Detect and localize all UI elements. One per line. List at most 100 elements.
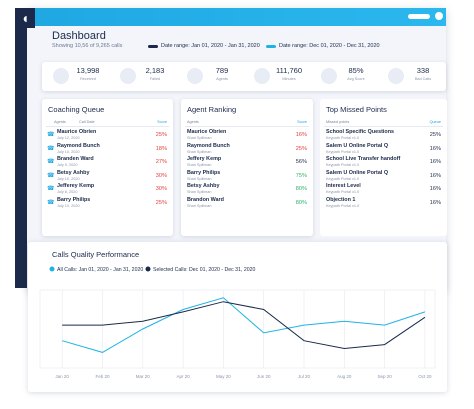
phone-icon: ☎	[47, 186, 55, 193]
column-header: Missed points	[326, 120, 350, 124]
stat-icon	[53, 68, 69, 84]
row-name: Salem U Online Portal Q	[326, 169, 389, 176]
row-name: Barry Philips	[187, 169, 221, 176]
stat-icon	[254, 68, 270, 84]
stat-icon	[187, 68, 203, 84]
phone-icon: ☎	[47, 172, 55, 179]
row-name: Brandon Ward	[187, 197, 224, 203]
stat-icon	[388, 68, 404, 84]
stat-label: Agents	[216, 77, 228, 81]
row-score: 16%	[295, 132, 307, 138]
range-swatch	[148, 45, 158, 48]
panel	[42, 99, 173, 236]
row-sub: Keypath Portal v1.0	[326, 149, 360, 154]
row-sub: Shari Spillman	[187, 163, 212, 168]
row-sub: July 10, 2020	[57, 176, 80, 181]
row-name: Maurice Obrien	[57, 129, 97, 135]
row-score: 16%	[429, 159, 441, 166]
stat-label: Minutes	[282, 77, 296, 81]
row-name: Barry Philips	[57, 197, 91, 203]
row-name: Jefferey Kemp	[57, 183, 95, 190]
row-score: 16%	[429, 186, 441, 193]
chart-card	[28, 242, 447, 392]
header-rule	[46, 126, 169, 127]
stats-card	[42, 62, 446, 91]
row-sub: Keypath Portal v1.0	[326, 163, 360, 168]
row-score: 30%	[155, 186, 167, 193]
user-pill[interactable]	[408, 14, 430, 19]
row-name: Betsy Ashby	[57, 169, 90, 176]
row-sub: Keypath Portal v1.0	[326, 176, 360, 181]
phone-icon: ☎	[47, 200, 55, 206]
phone-icon: ☎	[47, 145, 55, 152]
row-sub: July 10, 2020	[57, 149, 80, 154]
row-name: Interest Level	[326, 183, 361, 190]
row-score: 18%	[155, 145, 167, 152]
row-name: Branden Ward	[57, 156, 94, 163]
avatar[interactable]	[435, 12, 443, 20]
row-sub: July 8, 2020	[57, 190, 78, 195]
sidebar	[15, 18, 27, 288]
subtitle: Showing 10,56 of 9,265 calls	[52, 43, 123, 49]
row-score: 25%	[155, 132, 167, 138]
stat-value: 111,760	[276, 66, 302, 75]
stat-label: Avg Score	[347, 77, 365, 81]
row-sub: Shari Spillman	[187, 204, 212, 208]
row-sub: July 9, 2020	[57, 163, 78, 168]
row-score: 56%	[295, 159, 307, 166]
row-score: 75%	[295, 172, 307, 179]
row-sub: July 12, 2020	[57, 136, 80, 140]
stat-label: Bad Calls	[414, 77, 432, 81]
row-name: School Specific Questions	[326, 129, 394, 135]
row-score: 80%	[295, 186, 307, 193]
row-name: Objection 1	[326, 197, 356, 203]
row-name: School Live Transfer handoff	[326, 156, 401, 163]
column-header: Call Date	[79, 120, 95, 124]
row-sub: Shari Spillman	[187, 149, 212, 154]
column-header: Queue	[429, 120, 441, 124]
stat-value: 338	[416, 66, 430, 75]
header-rule	[185, 126, 309, 127]
row-score: 30%	[155, 172, 167, 179]
row-sub: Keypath Portal v1.0	[326, 136, 360, 140]
row-sub: Keypath Portal v1.0	[326, 204, 360, 208]
stat-label: Received	[80, 77, 96, 81]
range-label: Date range: Jan 01, 2020 - Jan 31, 2020	[161, 43, 260, 49]
row-name: Maurice Obrien	[187, 129, 227, 135]
column-header: Score	[297, 120, 307, 124]
row-score: 16%	[429, 145, 441, 152]
row-score: 25%	[295, 145, 307, 152]
row-score: 16%	[429, 172, 441, 179]
range-swatch	[266, 45, 276, 48]
row-sub: Shari Spillman	[187, 176, 212, 181]
row-name: Raymond Bunch	[57, 142, 100, 149]
stat-value: 13,998	[76, 66, 100, 75]
row-score: 27%	[155, 159, 167, 166]
row-sub: July 10, 2020	[57, 204, 80, 208]
panel	[320, 99, 447, 236]
stat-value: 789	[215, 66, 229, 75]
phone-icon: ☎	[47, 159, 55, 166]
stat-value: 2,183	[145, 66, 165, 75]
logo: ◖	[15, 8, 35, 28]
row-name: Raymond Bunch	[187, 142, 230, 149]
row-name: Salem U Online Portal Q	[326, 142, 389, 149]
row-score: 25%	[155, 200, 167, 206]
row-sub: Keypath Portal v1.0	[326, 190, 360, 195]
row-score: 80%	[295, 200, 307, 206]
row-sub: Shari Spillman	[187, 136, 212, 140]
panel-title: Agent Ranking	[187, 105, 237, 114]
stat-icon	[321, 68, 337, 84]
column-header: Agents	[187, 120, 199, 124]
row-score: 16%	[429, 200, 441, 206]
stat-value: 85%	[348, 66, 364, 75]
row-sub: Shari Spillman	[187, 190, 212, 195]
panel	[181, 99, 313, 236]
stat-icon	[120, 68, 136, 84]
row-name: Jeffery Kemp	[187, 156, 222, 163]
dashboard-title: Dashboard	[52, 30, 106, 42]
stat-label: Failed	[149, 77, 161, 81]
panel-title: Coaching Queue	[48, 105, 105, 114]
header-rule	[324, 126, 443, 127]
range-label: Date range: Dec 01, 2020 - Dec 31, 2020	[279, 43, 380, 49]
